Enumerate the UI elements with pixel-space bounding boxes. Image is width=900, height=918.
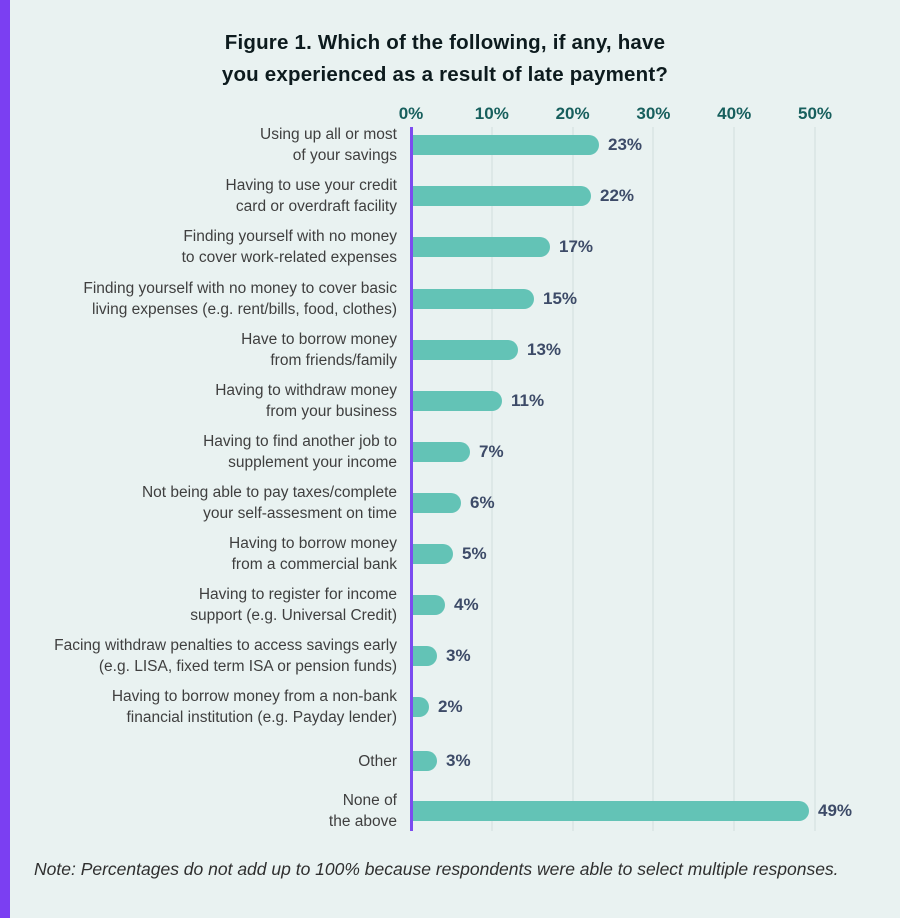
chart-title-line-2: you experienced as a result of late paym… (221, 63, 669, 86)
x-axis-tick-label: 40% (717, 104, 752, 123)
x-axis-tick-label: 0% (398, 104, 424, 123)
gridline (571, 127, 574, 831)
category-label: Having to use your credit card or overdra… (10, 175, 397, 217)
value-label: 49% (818, 801, 853, 820)
bar (413, 544, 453, 564)
category-label-line: your self-assesment on time (203, 505, 397, 522)
category-label-line: from your business (266, 403, 397, 420)
category-label-line: of your savings (292, 147, 397, 164)
category-label: Having to borrow money from a commercial … (10, 533, 397, 575)
x-axis-tick-label: 30% (636, 104, 671, 123)
category-label: Not being able to pay taxes/complete your… (10, 482, 397, 524)
gridline (490, 127, 493, 831)
value-label: 7% (479, 442, 504, 461)
category-label-line: Not being able to pay taxes/complete (141, 484, 397, 501)
value-label: 5% (462, 544, 487, 563)
bar (413, 646, 437, 666)
category-label-line: Facing withdraw penalties to access savi… (54, 637, 397, 654)
chart-title: Figure 1. Which of the following, if any… (10, 27, 880, 91)
category-label-line: None of (342, 792, 397, 809)
category-label: None of the above (10, 790, 397, 832)
category-label-line: to cover work-related expenses (181, 249, 397, 266)
category-label-line: Having to borrow money from a non-bank (111, 688, 397, 705)
category-label-line: Having to register for income (198, 586, 397, 603)
category-label-line: Finding yourself with no money to cover … (83, 280, 397, 297)
category-label: Having to register for income support (e.… (10, 584, 397, 626)
x-axis-tick-label: 20% (555, 104, 590, 123)
category-label-line: Having to find another job to (203, 433, 397, 450)
value-label: 11% (511, 391, 545, 410)
category-label-line: living expenses (e.g. rent/bills, food, … (92, 301, 397, 318)
category-label-line: Having to borrow money (229, 535, 397, 552)
value-label: 4% (454, 595, 479, 614)
category-label-line: Using up all or most (260, 126, 397, 143)
category-label-line: support (e.g. Universal Credit) (190, 607, 397, 624)
bar (413, 595, 445, 615)
category-label-line: (e.g. LISA, fixed term ISA or pension fu… (98, 658, 397, 675)
value-label: 15% (543, 289, 578, 308)
bar (413, 697, 429, 717)
category-label-line: Having to use your credit (225, 177, 397, 194)
category-label-line: supplement your income (228, 454, 397, 471)
category-label: Having to borrow money from a non-bank fi… (10, 686, 397, 728)
gridline (652, 127, 655, 831)
value-label: 3% (446, 646, 471, 665)
category-label: Finding yourself with no money to cover w… (10, 226, 397, 268)
value-label: 3% (446, 751, 471, 770)
category-label-line: Finding yourself with no money (183, 228, 397, 245)
bar (413, 186, 591, 206)
category-label: Having to withdraw money from your busine… (10, 380, 397, 422)
bar (413, 237, 550, 257)
category-label-line: Other (358, 752, 397, 770)
category-label-line: Having to withdraw money (215, 382, 397, 399)
bar (413, 493, 461, 513)
chart-note: Note: Percentages do not add up to 100% … (34, 859, 839, 879)
decorative-left-stripe (0, 0, 10, 918)
bar (413, 391, 502, 411)
category-label: Facing withdraw penalties to access savi… (10, 635, 397, 677)
category-label: Other (10, 751, 397, 772)
gridline (733, 127, 736, 831)
category-label: Using up all or most of your savings (10, 124, 397, 166)
category-label: Having to find another job to supplement … (10, 431, 397, 473)
x-axis-tick-label: 50% (797, 104, 833, 123)
zero-axis-line (410, 127, 413, 831)
bar (413, 289, 534, 309)
bar (413, 135, 599, 155)
value-label: 2% (438, 697, 463, 716)
category-label: Finding yourself with no money to cover … (10, 278, 397, 320)
bar (413, 801, 809, 821)
category-label-line: Have to borrow money (241, 331, 397, 348)
value-label: 23% (608, 135, 643, 154)
value-label: 22% (600, 186, 635, 205)
value-label: 6% (470, 493, 495, 512)
category-label-line: from friends/family (270, 352, 397, 369)
category-label-line: from a commercial bank (231, 556, 397, 573)
bar (413, 751, 437, 771)
bar (413, 442, 470, 462)
chart-title-line-1: Figure 1. Which of the following, if any… (224, 31, 666, 54)
category-label-line: card or overdraft facility (235, 198, 397, 215)
value-label: 13% (527, 340, 562, 359)
category-label-line: financial institution (e.g. Payday lende… (126, 709, 397, 726)
category-label: Have to borrow money from friends/family (10, 329, 397, 371)
bar (413, 340, 518, 360)
value-label: 17% (559, 237, 594, 256)
category-label-line: the above (328, 813, 397, 830)
x-axis-tick-label: 10% (474, 104, 509, 123)
gridline (814, 127, 816, 831)
